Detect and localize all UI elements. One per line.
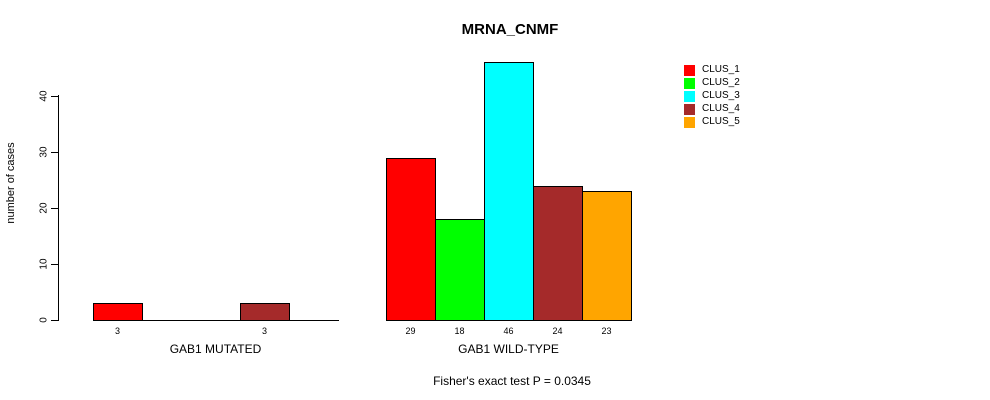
y-axis-line xyxy=(58,95,59,321)
chart-title: MRNA_CNMF xyxy=(461,21,559,38)
bar-clus_4 xyxy=(533,185,583,321)
bar-value-label: 3 xyxy=(114,326,121,336)
bar-clus_2 xyxy=(435,219,485,321)
bar-clus_3 xyxy=(484,62,534,321)
bar-clus_4 xyxy=(240,303,290,321)
bar-clus_1 xyxy=(386,157,436,321)
legend-swatch-clus_5 xyxy=(684,117,695,128)
legend-label: CLUS_4 xyxy=(702,103,740,115)
group-label: GAB1 MUTATED xyxy=(169,342,262,356)
x-axis-baseline xyxy=(93,320,339,321)
group-label: GAB1 WILD-TYPE xyxy=(458,342,559,356)
fisher-test-annotation: Fisher's exact test P = 0.0345 xyxy=(433,374,591,388)
y-tick-mark xyxy=(51,152,58,153)
y-tick-label: 20 xyxy=(38,202,50,214)
bar-clus_5 xyxy=(582,191,632,321)
legend-swatch-clus_2 xyxy=(684,78,695,89)
y-tick-mark xyxy=(51,208,58,209)
y-axis-label: number of cases xyxy=(5,142,17,224)
y-tick-label: 40 xyxy=(38,90,50,102)
y-tick-mark xyxy=(51,264,58,265)
y-tick-label: 0 xyxy=(38,317,50,323)
legend-label: CLUS_3 xyxy=(702,90,740,102)
bar-value-label: 24 xyxy=(552,326,563,336)
legend-label: CLUS_5 xyxy=(702,116,740,128)
y-tick-label: 10 xyxy=(38,258,50,270)
legend-label: CLUS_2 xyxy=(702,77,740,89)
bar-value-label: 3 xyxy=(261,326,268,336)
bar-clus_1 xyxy=(93,303,143,321)
bar-value-label: 46 xyxy=(503,326,514,336)
legend-swatch-clus_4 xyxy=(684,104,695,115)
y-tick-label: 30 xyxy=(38,146,50,158)
bar-value-label: 23 xyxy=(601,326,612,336)
bar-value-label: 18 xyxy=(454,326,465,336)
bar-value-label: 29 xyxy=(405,326,416,336)
legend-label: CLUS_1 xyxy=(702,64,740,75)
y-tick-mark xyxy=(51,320,58,321)
legend-swatch-clus_3 xyxy=(684,91,695,102)
legend-swatch-clus_1 xyxy=(684,65,695,76)
y-tick-mark xyxy=(51,96,58,97)
